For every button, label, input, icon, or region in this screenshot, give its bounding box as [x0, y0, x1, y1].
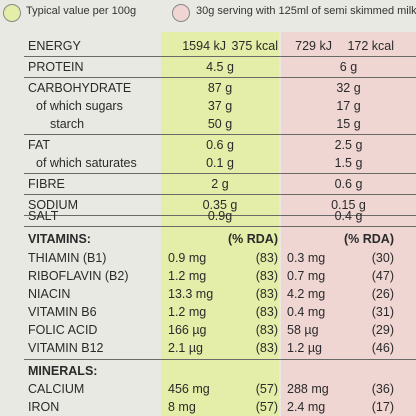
mineral-rda-100g: (57) — [255, 400, 278, 414]
sodium-100g: 0.35 g — [202, 198, 238, 212]
energy-label: ENERGY — [28, 39, 81, 53]
vitamin-serving: 58 µg — [287, 323, 319, 337]
vitamin-serving: 0.3 mg — [287, 251, 326, 265]
vitamin-rda-serving: (47) — [371, 269, 394, 283]
vitamin-100g: 0.9 mg — [168, 251, 207, 265]
starch-serving: 15 g — [336, 117, 361, 131]
mineral-100g: 456 mg — [168, 382, 210, 396]
energy-kj-serving: 729 kJ — [295, 39, 332, 53]
sodium-serving: 0.15 g — [331, 198, 366, 212]
mineral-rda-serving: (36) — [371, 382, 394, 396]
vitamin-rda-serving: (31) — [371, 305, 394, 319]
vitamin-serving: 0.7 mg — [287, 269, 326, 283]
saturates-serving: 1.5 g — [334, 156, 363, 170]
divider — [24, 194, 416, 196]
sodium-label: SODIUM — [28, 198, 78, 212]
mineral-rda-serving: (17) — [371, 400, 394, 414]
fat-label: FAT — [28, 138, 50, 152]
vitamin-rda-100g: (83) — [255, 305, 278, 319]
starch-label: starch — [50, 117, 85, 131]
divider — [24, 173, 416, 175]
vitamin-100g: 2.1 µg — [168, 341, 204, 355]
protein-label: PROTEIN — [28, 60, 84, 74]
vitamins-label: VITAMINS: — [28, 232, 91, 246]
salt-100g: 0.9g — [207, 209, 233, 223]
vitamin-rda-100g: (83) — [255, 287, 278, 301]
divider — [24, 215, 416, 217]
vitamin-rda-100g: (83) — [255, 269, 278, 283]
divider — [24, 359, 416, 361]
energy-kcal-serving: 172 kcal — [347, 39, 394, 53]
vitamin-rda-100g: (83) — [255, 341, 278, 355]
per-100g-column — [161, 32, 279, 416]
sugars-serving: 17 g — [336, 99, 361, 113]
starch-100g: 50 g — [207, 117, 233, 131]
legend-per-serving: 30g serving with 125ml of semi skimmed m… — [196, 5, 416, 17]
fibre-serving: 0.6 g — [334, 177, 363, 191]
energy-kcal-100g: 375 kcal — [231, 39, 278, 53]
sugars-100g: 37 g — [207, 99, 233, 113]
mineral-name: IRON — [28, 400, 60, 414]
saturates-100g: 0.1 g — [206, 156, 234, 170]
divider — [24, 77, 416, 79]
vitamin-name: NIACIN — [28, 287, 71, 301]
vitamin-rda-serving: (26) — [371, 287, 394, 301]
mineral-name: CALCIUM — [28, 382, 85, 396]
divider — [24, 56, 416, 58]
vitamin-name: VITAMIN B6 — [28, 305, 97, 319]
vitamin-100g: 1.2 mg — [168, 269, 207, 283]
rda-header-serving: (% RDA) — [344, 232, 394, 246]
vitamin-rda-100g: (83) — [255, 323, 278, 337]
vitamin-name: FOLIC ACID — [28, 323, 98, 337]
green-swatch-icon — [3, 4, 21, 22]
legend-per-100g: Typical value per 100g — [26, 5, 137, 17]
vitamin-name: VITAMIN B12 — [28, 341, 104, 355]
protein-serving: 6 g — [339, 60, 358, 74]
divider — [24, 134, 416, 136]
vitamin-serving: 1.2 µg — [287, 341, 323, 355]
vitamin-100g: 166 µg — [168, 323, 207, 337]
rda-header-100g: (% RDA) — [228, 232, 278, 246]
vitamin-100g: 1.2 mg — [168, 305, 207, 319]
salt-serving: 0.4 g — [334, 209, 363, 223]
vitamin-rda-serving: (29) — [371, 323, 394, 337]
vitamin-rda-serving: (30) — [371, 251, 394, 265]
vitamin-name: THIAMIN (B1) — [28, 251, 107, 265]
vitamin-100g: 13.3 mg — [168, 287, 214, 301]
fibre-label: FIBRE — [28, 177, 65, 191]
mineral-serving: 288 mg — [287, 382, 329, 396]
salt-label: SALT — [28, 209, 59, 223]
divider — [24, 226, 416, 228]
carbohydrate-100g: 87 g — [207, 81, 233, 95]
vitamin-serving: 4.2 mg — [287, 287, 326, 301]
carbohydrate-label: CARBOHYDRATE — [28, 81, 132, 95]
per-serving-column — [281, 32, 416, 416]
saturates-label: of which saturates — [36, 156, 137, 170]
vitamin-rda-100g: (83) — [255, 251, 278, 265]
minerals-label: MINERALS: — [28, 364, 98, 378]
vitamin-rda-serving: (46) — [371, 341, 394, 355]
vitamin-name: RIBOFLAVIN (B2) — [28, 269, 129, 283]
energy-kj-100g: 1594 kJ — [182, 39, 226, 53]
fibre-100g: 2 g — [211, 177, 229, 191]
sugars-label: of which sugars — [36, 99, 123, 113]
mineral-rda-100g: (57) — [255, 382, 278, 396]
legend: Typical value per 100g 30g serving with … — [0, 0, 416, 28]
mineral-serving: 2.4 mg — [287, 400, 326, 414]
pink-swatch-icon — [172, 4, 190, 22]
vitamin-serving: 0.4 mg — [287, 305, 326, 319]
mineral-100g: 8 mg — [168, 400, 196, 414]
protein-100g: 4.5 g — [206, 60, 234, 74]
fat-serving: 2.5 g — [334, 138, 363, 152]
carbohydrate-serving: 32 g — [336, 81, 361, 95]
fat-100g: 0.6 g — [206, 138, 234, 152]
